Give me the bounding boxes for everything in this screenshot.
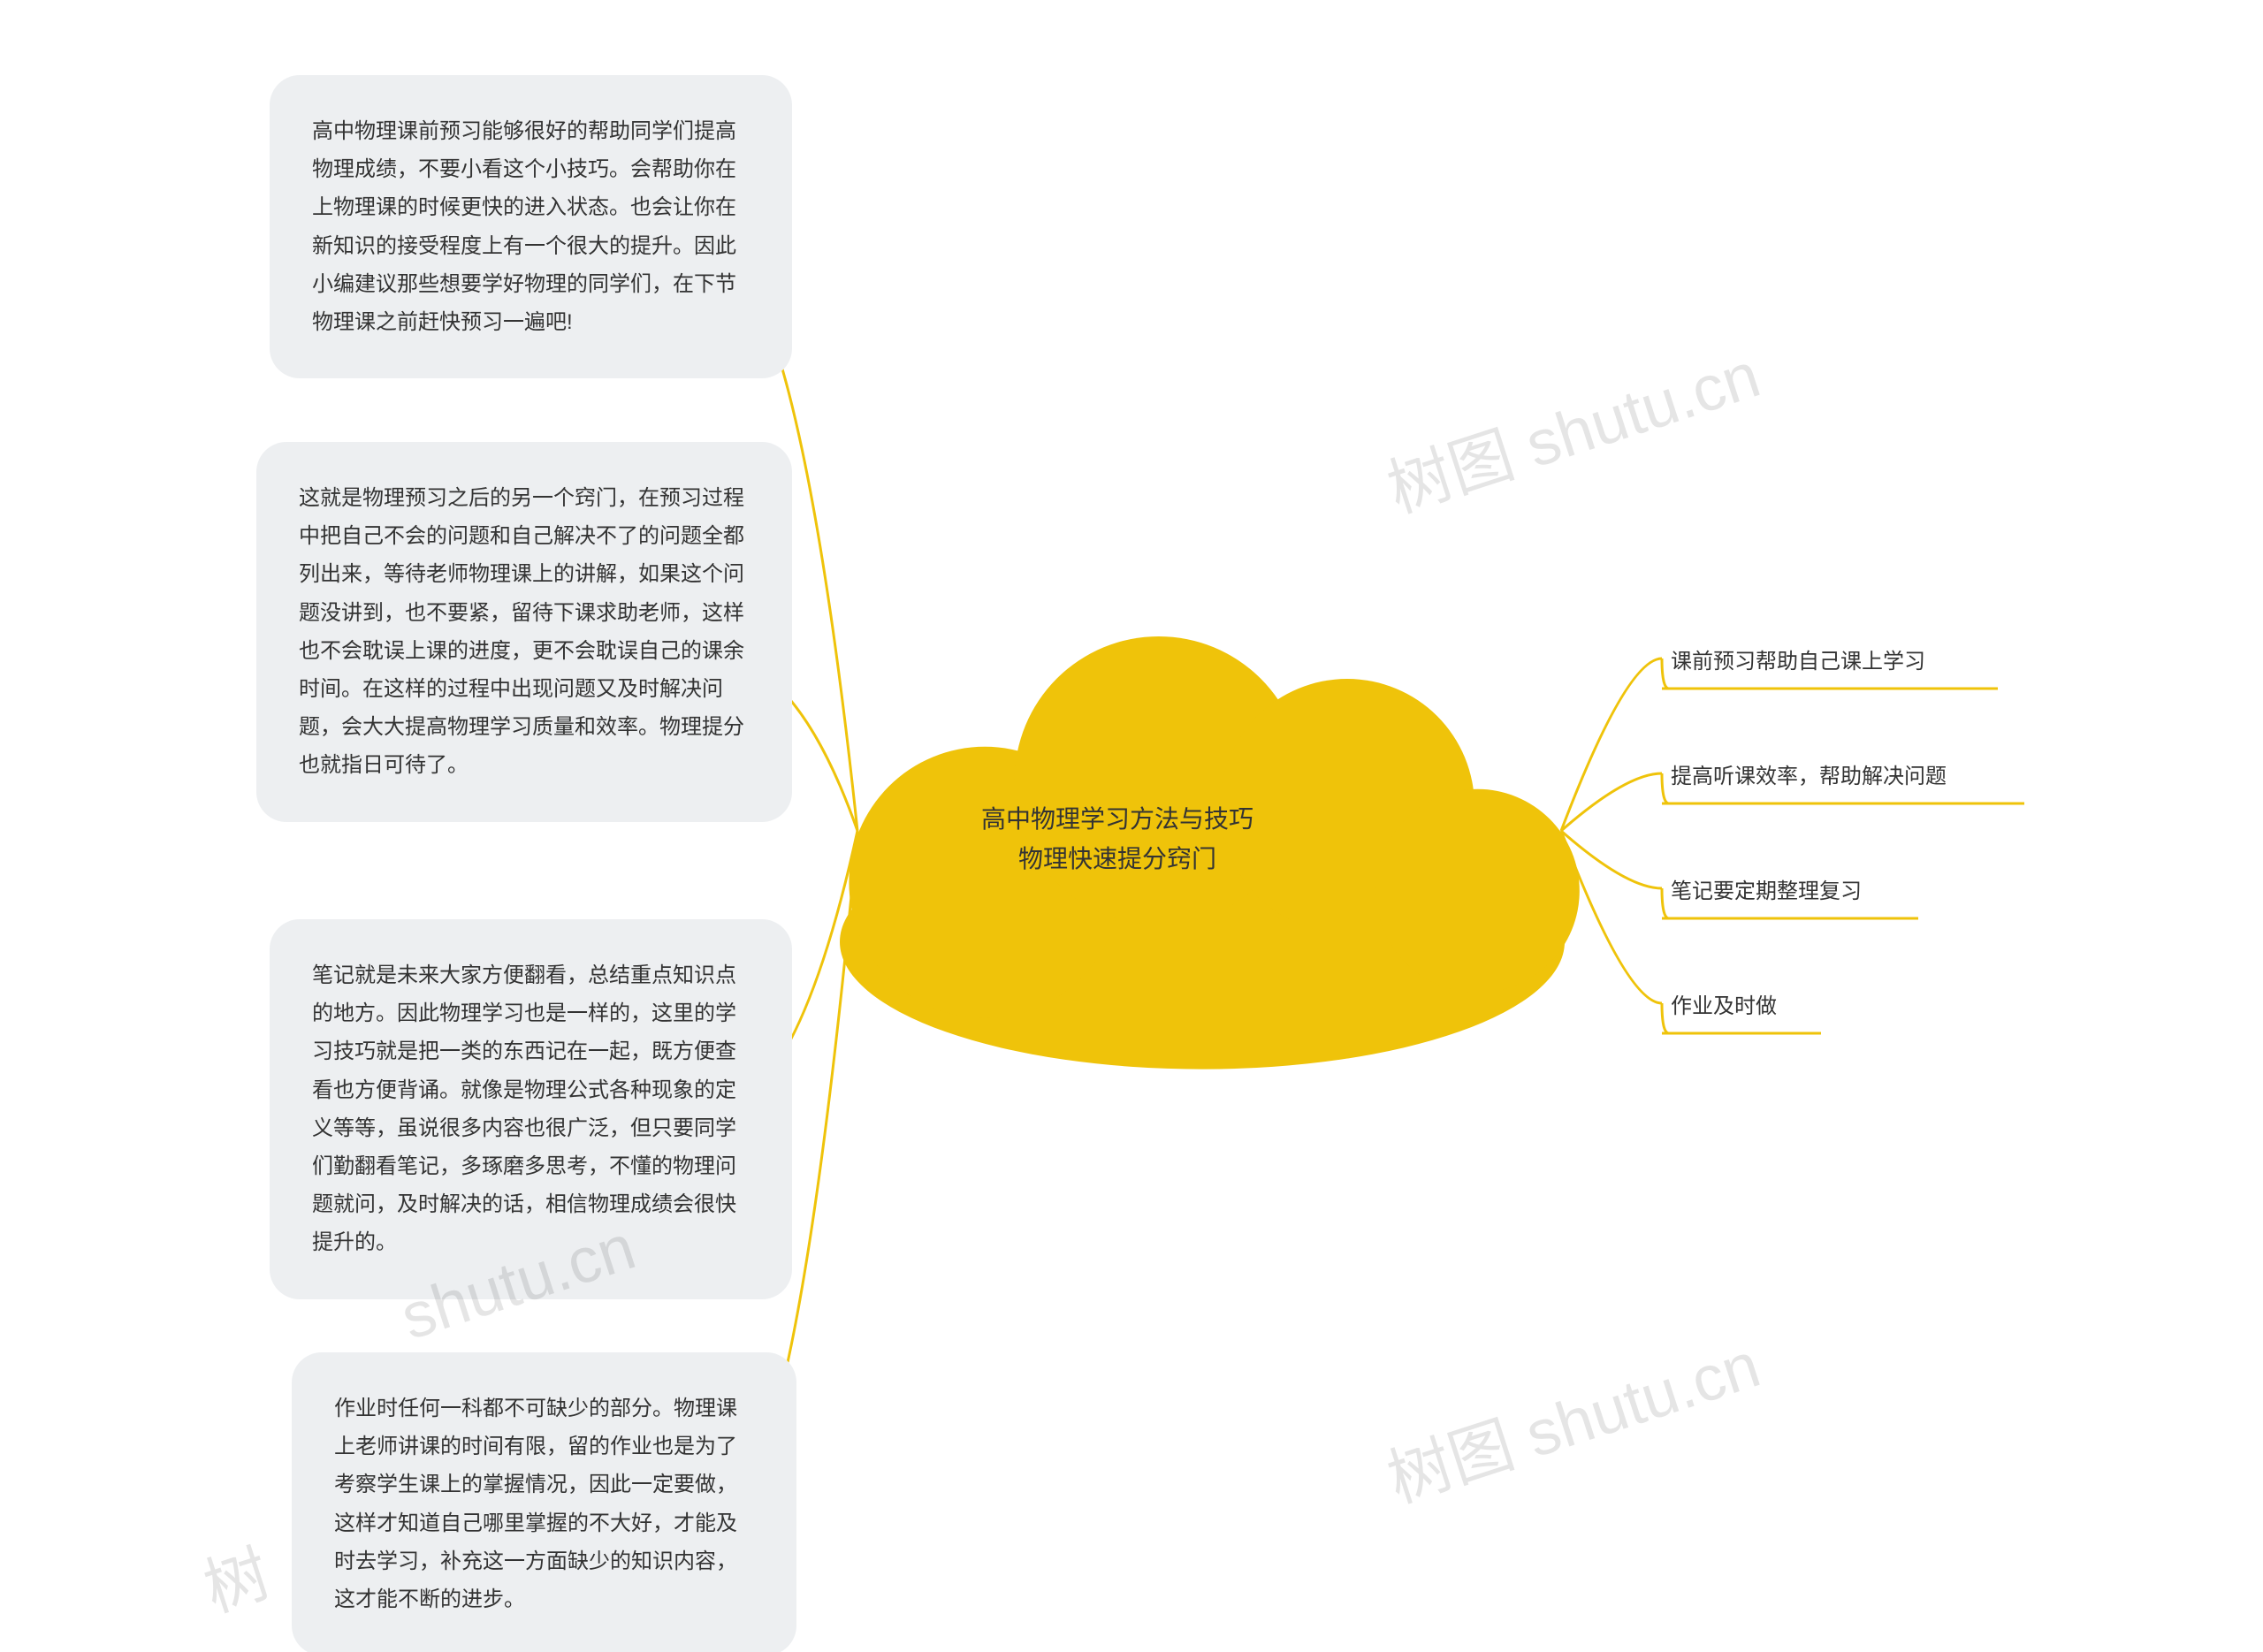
detail-note-0: 高中物理课前预习能够很好的帮助同学们提高物理成绩，不要小看这个小技巧。会帮助你在… — [270, 75, 792, 378]
center-line1: 高中物理学习方法与技巧 — [981, 805, 1253, 833]
center-topic-label: 高中物理学习方法与技巧 物理快速提分窍门 — [981, 800, 1253, 879]
branch-label-3: 作业及时做 — [1671, 988, 1777, 1019]
branch-label-1: 提高听课效率，帮助解决问题 — [1671, 758, 1947, 789]
branch-label-2: 笔记要定期整理复习 — [1671, 873, 1862, 904]
branch-label-0: 课前预习帮助自己课上学习 — [1671, 643, 1925, 674]
detail-note-2: 笔记就是未来大家方便翻看，总结重点知识点的地方。因此物理学习也是一样的，这里的学… — [270, 919, 792, 1299]
center-line2: 物理快速提分窍门 — [1018, 845, 1216, 872]
mindmap-canvas: 高中物理学习方法与技巧 物理快速提分窍门 高中物理课前预习能够很好的帮助同学们提… — [0, 0, 2263, 1652]
detail-note-1: 这就是物理预习之后的另一个窍门，在预习过程中把自己不会的问题和自己解决不了的问题… — [256, 442, 792, 822]
detail-note-3: 作业时任何一科都不可缺少的部分。物理课上老师讲课的时间有限，留的作业也是为了考察… — [292, 1352, 796, 1652]
